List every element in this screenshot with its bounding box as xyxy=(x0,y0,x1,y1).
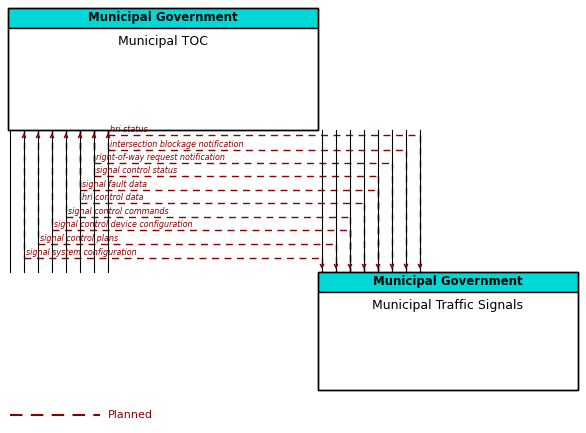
Text: Municipal TOC: Municipal TOC xyxy=(118,36,208,48)
Text: Municipal Government: Municipal Government xyxy=(88,12,238,25)
Text: right-of-way request notification: right-of-way request notification xyxy=(96,153,225,162)
Text: signal control plans: signal control plans xyxy=(40,234,118,243)
Bar xyxy=(318,272,578,390)
Text: signal fault data: signal fault data xyxy=(82,180,147,189)
Bar xyxy=(8,8,318,130)
Text: intersection blockage notification: intersection blockage notification xyxy=(110,140,244,149)
Bar xyxy=(8,28,318,130)
Bar xyxy=(318,272,578,292)
Text: Municipal Government: Municipal Government xyxy=(373,275,523,288)
Bar xyxy=(318,292,578,390)
Text: hri status: hri status xyxy=(110,125,148,134)
Text: signal control device configuration: signal control device configuration xyxy=(54,220,193,229)
Text: hri control data: hri control data xyxy=(82,193,144,202)
Text: signal system configuration: signal system configuration xyxy=(26,248,137,257)
Text: Municipal Traffic Signals: Municipal Traffic Signals xyxy=(373,300,523,313)
Text: Planned: Planned xyxy=(108,410,153,420)
Text: signal control status: signal control status xyxy=(96,166,177,175)
Text: signal control commands: signal control commands xyxy=(68,207,169,216)
Bar xyxy=(8,8,318,28)
